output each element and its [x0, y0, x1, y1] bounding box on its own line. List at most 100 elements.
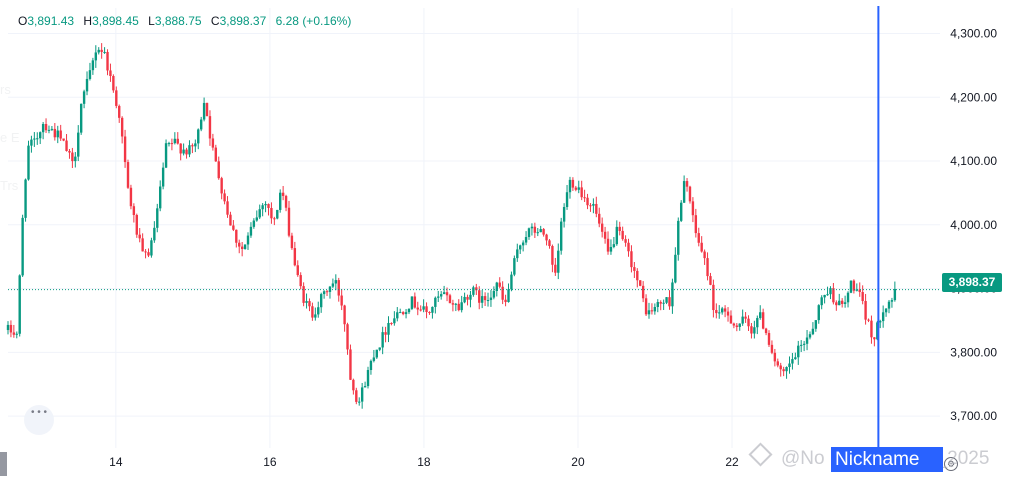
candle-body — [296, 265, 299, 276]
candle-body — [879, 321, 882, 323]
candle-body — [229, 214, 232, 226]
candle-body — [91, 60, 95, 71]
candle-body — [782, 369, 785, 372]
price-tick-label: 3,800.00 — [950, 345, 997, 359]
candle-body — [44, 124, 48, 131]
candle-body — [656, 302, 659, 308]
candle-body — [460, 302, 463, 311]
candle-body — [873, 337, 876, 340]
candle-body — [715, 310, 718, 314]
candle-body — [21, 217, 24, 276]
candle-body — [12, 332, 16, 335]
candle-body — [811, 328, 815, 335]
candle-body — [612, 244, 616, 247]
candle-body — [870, 320, 873, 338]
candle-body — [425, 306, 428, 313]
candle-body — [33, 138, 36, 140]
candle-body — [337, 280, 340, 296]
candle-body — [504, 299, 507, 303]
candle-body — [738, 323, 741, 327]
candle-body — [100, 49, 103, 52]
candle-body — [448, 295, 452, 304]
candle-body — [498, 282, 501, 287]
price-tick-label: 4,300.00 — [950, 27, 997, 41]
candle-body — [422, 306, 425, 310]
candle-body — [393, 318, 396, 324]
candle-body — [85, 78, 89, 92]
candle-body — [153, 227, 156, 241]
candle-body — [346, 324, 349, 350]
candle-body — [15, 333, 18, 335]
candle-body — [6, 324, 10, 331]
candle-body — [439, 294, 443, 297]
ghost-legend-1: rs — [0, 82, 11, 97]
candle-body — [331, 283, 335, 287]
candle-body — [77, 132, 80, 157]
candle-body — [401, 312, 405, 315]
candle-body — [574, 187, 578, 190]
gear-icon[interactable]: ⚙ — [944, 457, 958, 471]
candle-body — [808, 334, 812, 338]
candle-body — [372, 357, 376, 361]
candle-body — [539, 229, 542, 233]
candle-body — [674, 254, 677, 283]
candle-body — [270, 207, 273, 219]
candle-body — [112, 76, 115, 91]
candle-body — [164, 143, 168, 168]
time-tick-label: 22 — [725, 455, 739, 469]
ghost-legend-2: e E — [0, 130, 20, 145]
candle-body — [750, 326, 753, 334]
candle-body — [495, 282, 498, 291]
candle-body — [653, 307, 657, 312]
nav-dots-icon[interactable]: • • • — [24, 405, 54, 435]
candle-body — [817, 305, 820, 321]
candle-body — [141, 238, 144, 252]
candle-body — [603, 231, 607, 239]
candle-body — [627, 242, 630, 252]
high-label: H — [83, 14, 93, 28]
candle-body — [855, 289, 859, 291]
price-axis: 3,700.003,800.003,900.004,000.004,100.00… — [950, 27, 997, 424]
candle-body — [434, 297, 437, 307]
candle-body — [583, 197, 586, 199]
candle-body — [641, 285, 645, 299]
candle-body — [199, 119, 203, 130]
candle-body — [36, 138, 39, 140]
candle-body — [191, 145, 194, 147]
candle-body — [706, 258, 709, 277]
chart-grid — [8, 8, 940, 448]
candle-body — [132, 206, 136, 216]
candle-body — [694, 215, 698, 234]
candle-body — [630, 251, 633, 268]
candle-body — [173, 138, 177, 144]
candle-body — [416, 307, 419, 310]
candle-body — [671, 282, 674, 307]
candle-body — [302, 286, 305, 303]
candle-body — [867, 319, 870, 321]
candle-body — [598, 213, 601, 224]
candle-body — [211, 138, 215, 148]
candle-body — [712, 284, 715, 311]
candle-body — [794, 357, 797, 360]
candle-body — [363, 386, 367, 388]
candle-body — [349, 349, 352, 380]
candle-body — [747, 318, 750, 327]
candle-body — [281, 192, 285, 196]
candle-body — [463, 296, 466, 303]
candle-body — [478, 290, 481, 303]
time-axis: 14 16 18 20 22 — [109, 455, 739, 469]
candle-body — [618, 226, 621, 231]
candle-body — [179, 143, 182, 154]
candle-body — [788, 363, 791, 368]
diamond-logo-icon — [748, 442, 773, 467]
candle-body — [776, 361, 779, 366]
candle-body — [545, 234, 548, 241]
candle-body — [718, 312, 721, 314]
last-price-label: 3,898.37 — [942, 273, 1002, 292]
candle-body — [881, 312, 885, 322]
scale-handle[interactable] — [0, 452, 7, 476]
candle-body — [791, 359, 794, 364]
candle-body — [650, 310, 654, 312]
candle-body — [56, 130, 59, 138]
